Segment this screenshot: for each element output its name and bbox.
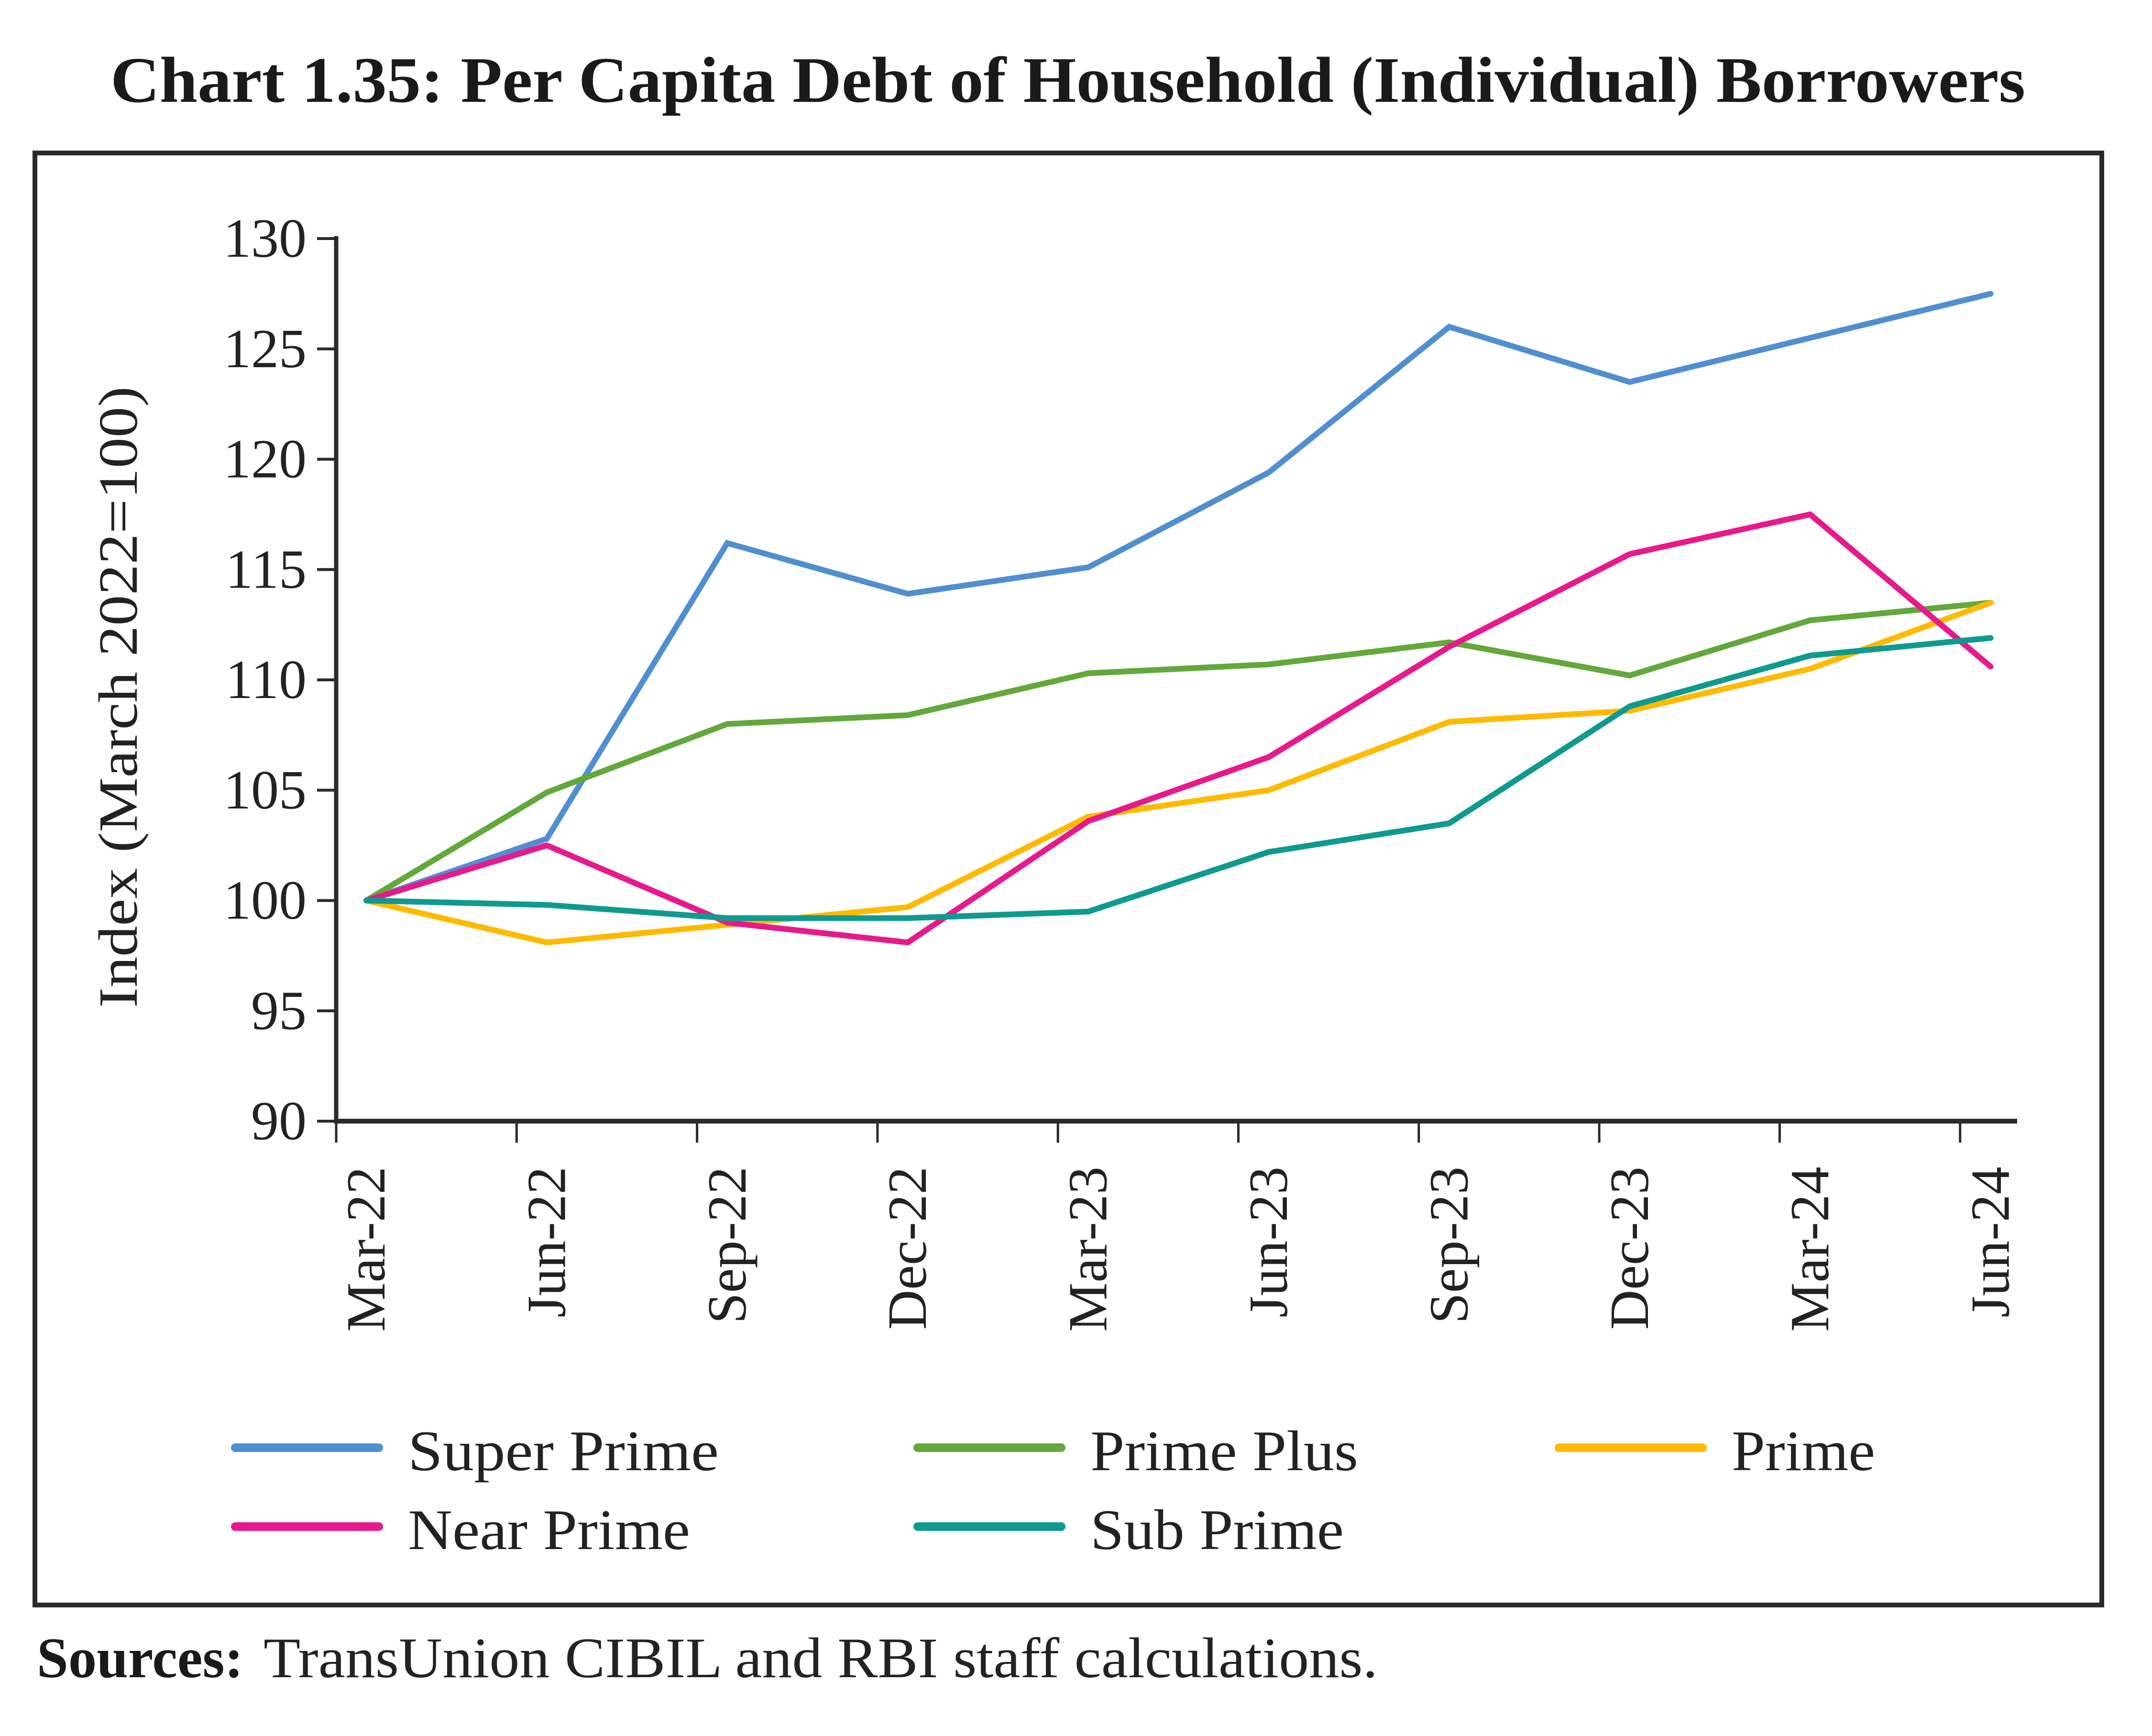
series-line-prime-plus [363, 600, 1994, 904]
legend-item-prime: Prime [1555, 1419, 1875, 1483]
x-tick-label: Jun-23 [1238, 1167, 1299, 1318]
x-tick-label: Sep-23 [1418, 1167, 1480, 1324]
legend-item-sub-prime: Sub Prime [913, 1498, 1344, 1561]
series-line-sub-prime [363, 635, 1994, 921]
y-tick-label: 90 [251, 1091, 307, 1152]
legend-item-super-prime: Super Prime [231, 1419, 719, 1483]
x-tick-label: Dec-22 [877, 1167, 938, 1330]
legend-label: Super Prime [408, 1419, 719, 1483]
y-tick-label: 125 [223, 318, 307, 380]
legend-item-near-prime: Near Prime [231, 1498, 690, 1561]
series-line-prime [363, 600, 1994, 946]
legend-label: Sub Prime [1090, 1498, 1344, 1561]
legend-label: Prime Plus [1090, 1419, 1358, 1483]
sources-note: Sources: TransUnion CIBIL and RBI staff … [37, 1626, 1378, 1690]
y-axis-title: Index (March 2022=100) [88, 386, 149, 1008]
sources-label: Sources: [37, 1626, 243, 1690]
chart-title: Chart 1.35: Per Capita Debt of Household… [110, 44, 2025, 116]
x-tick-label: Dec-23 [1599, 1167, 1660, 1330]
x-axis: Mar-22 Jun-22 Sep-22 Dec-22 Mar-23 Jun-23 Sep-… [334, 1119, 2021, 1332]
y-tick-label: 110 [225, 649, 307, 710]
x-tick-label: Jun-22 [516, 1167, 577, 1318]
series-line-super-prime [363, 291, 1994, 904]
x-tick-label: Mar-22 [336, 1167, 397, 1332]
y-tick-label: 100 [223, 870, 307, 931]
y-tick-label: 130 [223, 208, 307, 269]
x-tick-label: Sep-22 [697, 1167, 758, 1324]
x-tick-label: Jun-24 [1960, 1167, 2021, 1318]
y-tick-label: 95 [251, 980, 307, 1041]
legend-label: Prime [1732, 1419, 1875, 1483]
y-tick-label: 115 [225, 539, 307, 600]
series-lines [363, 291, 1994, 946]
x-tick-label: Mar-24 [1779, 1167, 1841, 1332]
x-tick-label: Mar-23 [1058, 1167, 1119, 1332]
chart-frame [33, 151, 2104, 1607]
sources-text: TransUnion CIBIL and RBI staff calculati… [264, 1626, 1378, 1690]
y-tick-label: 105 [223, 760, 307, 821]
legend-item-prime-plus: Prime Plus [913, 1419, 1358, 1483]
legend-label: Near Prime [408, 1498, 690, 1561]
y-axis: 90 95 100 105 110 115 120 125 130 [223, 208, 339, 1152]
y-tick-label: 120 [223, 429, 307, 490]
series-line-near-prime [363, 511, 1994, 946]
legend: Super Prime Prime Plus Prime Near Prime Sub … [231, 1419, 1875, 1561]
